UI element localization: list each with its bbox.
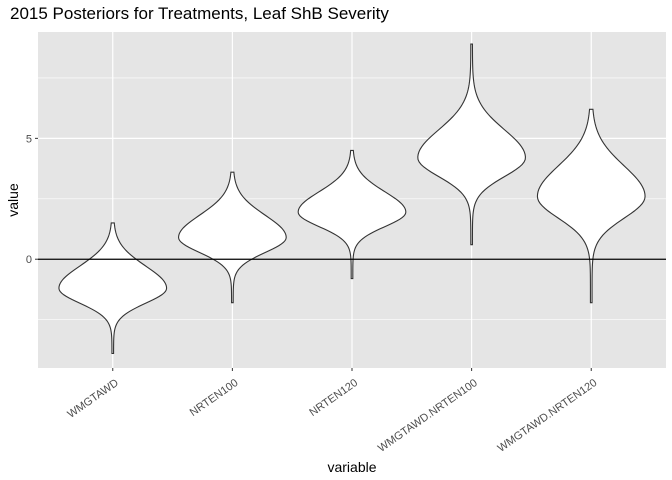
violin-nrten120 [297, 149, 407, 280]
x-axis-label: variable [327, 459, 376, 475]
y-axis-ticks: 05 [26, 133, 38, 266]
violin-wmgtawd-nrten120 [536, 108, 646, 304]
violin-wmgtawd [58, 222, 168, 355]
x-axis-ticks: WMGTAWD NRTEN100 NRTEN120 WMGTAWD.NRTEN100 W… [65, 368, 599, 455]
violin-wmgtawd-nrten100 [417, 43, 526, 246]
y-tick-label: 0 [26, 254, 32, 266]
x-tick-label: NRTEN120 [307, 377, 360, 419]
chart-title: 2015 Posteriors for Treatments, Leaf ShB… [10, 4, 389, 23]
y-axis-label: value [5, 183, 21, 217]
x-tick-label: WMGTAWD.NRTEN100 [376, 377, 480, 455]
x-tick-label: WMGTAWD [65, 377, 120, 421]
y-tick-label: 5 [26, 133, 32, 145]
x-tick-label: NRTEN100 [188, 377, 241, 419]
x-tick-label: WMGTAWD.NRTEN120 [496, 377, 600, 455]
